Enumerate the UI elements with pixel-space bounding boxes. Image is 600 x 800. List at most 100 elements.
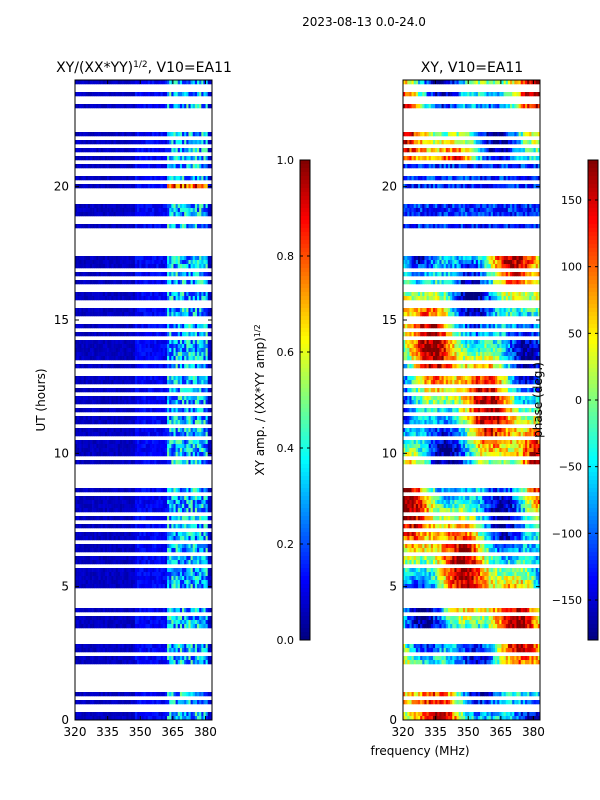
left-heatmap-cell (94, 656, 97, 661)
left-heatmap-cell (147, 208, 151, 213)
left-heatmap-cell (124, 648, 127, 653)
left-heatmap-cell (94, 536, 97, 541)
left-heatmap-cell (98, 324, 101, 329)
left-heatmap-cell (137, 516, 140, 521)
left-heatmap-cell (141, 408, 144, 413)
left-heatmap-cell (124, 352, 127, 357)
left-heatmap-cell (182, 396, 185, 401)
left-heatmap-cell (190, 148, 194, 153)
left-heatmap-cell (197, 576, 200, 581)
left-heatmap-cell (104, 140, 108, 145)
left-heatmap-cell (188, 488, 191, 493)
left-heatmap-cell (164, 500, 168, 505)
left-heatmap-cell (137, 496, 140, 501)
left-heatmap-cell (83, 416, 86, 421)
left-heatmap-cell (83, 352, 86, 357)
left-heatmap-cell (186, 532, 189, 537)
left-heatmap-cell (124, 308, 127, 313)
left-heatmap-cell (154, 396, 157, 401)
left-heatmap-cell (98, 572, 101, 577)
left-heatmap-cell (164, 208, 168, 213)
left-heatmap-cell (171, 608, 174, 613)
left-heatmap-cell (94, 644, 97, 649)
left-heatmap-cell (143, 648, 146, 653)
left-heatmap-cell (79, 92, 82, 97)
left-heatmap-cell (145, 500, 149, 505)
left-heatmap-cell (137, 312, 140, 317)
left-heatmap-cell (192, 432, 196, 437)
left-heatmap-cell (89, 576, 93, 581)
left-heatmap-cell (154, 544, 157, 549)
left-heatmap-cell (117, 348, 121, 353)
left-heatmap-cell (111, 364, 114, 369)
left-heatmap-cell (87, 204, 91, 209)
left-heatmap-cell (124, 224, 127, 229)
left-heatmap-cell (92, 548, 95, 553)
left-heatmap-cell (179, 148, 183, 153)
left-heatmap-cell (132, 496, 136, 501)
left-heatmap-cell (139, 712, 142, 717)
left-heatmap-cell (92, 576, 95, 581)
left-heatmap-cell (96, 516, 99, 521)
left-heatmap-cell (173, 460, 176, 465)
left-heatmap-cell (179, 556, 183, 561)
left-heatmap-cell (94, 444, 97, 449)
left-heatmap-cell (100, 556, 104, 561)
left-heatmap-cell (169, 448, 172, 453)
left-heatmap-cell (126, 132, 129, 137)
left-heatmap-cell (128, 620, 131, 625)
left-heatmap-cell (122, 332, 125, 337)
left-heatmap-cell (184, 580, 187, 585)
left-heatmap-cell (83, 440, 86, 445)
left-heatmap-cell (207, 572, 211, 577)
colorbar-segment (300, 160, 310, 165)
left-heatmap-cell (145, 444, 149, 449)
left-heatmap-cell (156, 460, 159, 465)
left-heatmap-cell (207, 416, 211, 421)
left-heatmap-cell (173, 488, 176, 493)
left-heatmap-cell (139, 156, 142, 161)
left-heatmap-cell (109, 448, 112, 453)
left-heatmap-cell (182, 132, 185, 137)
left-heatmap-cell (92, 324, 95, 329)
left-heatmap-cell (194, 352, 198, 357)
left-heatmap-cell (107, 644, 110, 649)
left-heatmap-cell (145, 208, 149, 213)
left-heatmap-cell (126, 376, 129, 381)
left-heatmap-cell (154, 148, 157, 153)
left-heatmap-cell (104, 416, 108, 421)
left-heatmap-cell (128, 712, 131, 717)
left-heatmap-cell (186, 448, 189, 453)
left-heatmap-cell (158, 428, 161, 433)
left-heatmap-cell (89, 208, 93, 213)
left-heatmap-cell (190, 608, 194, 613)
left-heatmap-cell (164, 536, 168, 541)
left-heatmap-cell (167, 584, 170, 589)
left-heatmap-cell (194, 272, 198, 277)
left-heatmap-cell (109, 556, 112, 561)
left-heatmap-cell (190, 524, 194, 529)
left-heatmap-cell (119, 532, 123, 537)
left-heatmap-cell (152, 500, 155, 505)
left-heatmap-cell (162, 224, 166, 229)
left-heatmap-cell (147, 204, 151, 209)
left-heatmap-cell (182, 140, 185, 145)
left-heatmap-cell (194, 332, 198, 337)
left-heatmap-cell (115, 712, 119, 717)
left-heatmap-cell (192, 444, 196, 449)
left-heatmap-cell (160, 620, 164, 625)
left-heatmap-cell (92, 264, 95, 269)
left-heatmap-cell (143, 504, 146, 509)
left-heatmap-cell (194, 420, 198, 425)
left-heatmap-cell (147, 260, 151, 265)
left-heatmap-cell (130, 140, 134, 145)
left-heatmap-cell (152, 140, 155, 145)
left-heatmap-cell (107, 496, 110, 501)
left-heatmap-cell (81, 608, 84, 613)
left-heatmap-cell (173, 516, 176, 521)
left-heatmap-cell (201, 524, 204, 529)
left-heatmap-cell (209, 532, 213, 537)
left-heatmap-cell (141, 280, 144, 285)
left-heatmap-cell (175, 184, 179, 189)
left-heatmap-cell (81, 560, 84, 565)
